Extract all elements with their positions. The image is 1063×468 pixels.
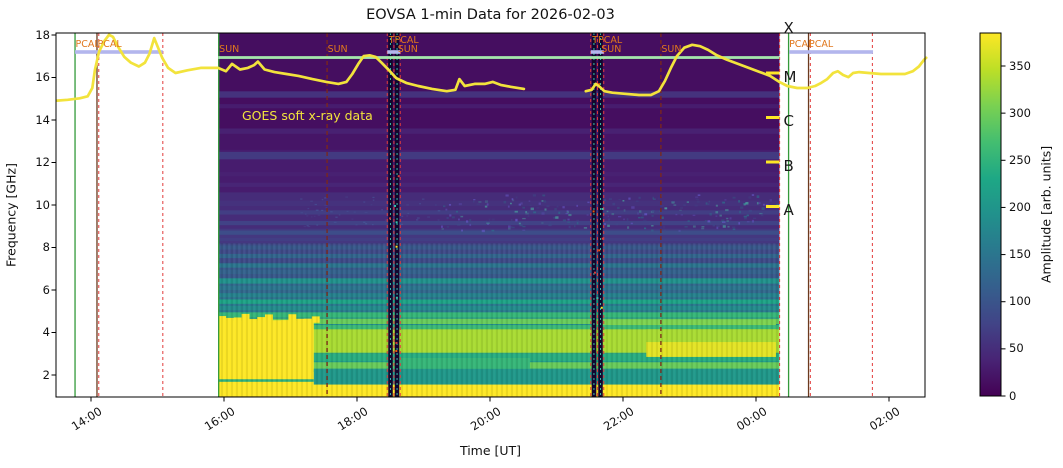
colorbar-tick-label: 250 [1009, 152, 1031, 167]
plot-title: EOVSA 1-min Data for 2026-02-03 [366, 7, 615, 23]
colorbar-tick-label: 300 [1009, 105, 1031, 120]
y-axis-label: Frequency [GHz] [3, 163, 19, 267]
cal-label-pcal: PCAL [789, 38, 814, 50]
cal-label-sun: SUN [601, 44, 622, 55]
y-tick-label: 8 [42, 240, 50, 254]
colorbar-tick-label: 100 [1009, 294, 1031, 309]
colorbar-tick-label: 200 [1009, 199, 1031, 214]
overlay-markers [75, 50, 874, 208]
y-tick-label: 10 [35, 197, 50, 212]
spectrogram-heatmap [218, 33, 780, 397]
cal-label-sun: SUN [661, 44, 682, 55]
y-tick-label: 18 [35, 27, 50, 42]
cal-label-pcal: PCAL [75, 38, 100, 50]
y-tick-label: 12 [35, 155, 50, 169]
goes-xray-curve [55, 33, 928, 102]
colorbar-tick-label: 150 [1009, 247, 1031, 262]
cal-label-sun: SUN [219, 44, 240, 55]
y-tick-label: 4 [42, 325, 50, 339]
goes-class-label-x: X [783, 19, 794, 37]
cal-label-tpcal: TPCAL [592, 34, 623, 46]
calibration-lines [74, 33, 873, 397]
cal-label-sun: SUN [397, 44, 418, 55]
cal-label-sun: SUN [327, 44, 348, 55]
x-axis-label: Time [UT] [459, 443, 522, 458]
cal-label-tpcal: TPCAL [388, 34, 419, 46]
cal-label-pcal: PCAL [809, 38, 834, 50]
goes-class-label-m: M [783, 67, 797, 86]
y-tick-label: 2 [42, 367, 50, 382]
y-tick-label: 6 [42, 282, 50, 297]
colorbar-label: Amplitude [arb. units] [1038, 145, 1054, 284]
y-tick-label: 16 [35, 70, 50, 84]
cal-label-pcal: PCAL [97, 38, 122, 50]
goes-class-label-b: B [783, 156, 794, 175]
colorbar-tick-label: 50 [1009, 341, 1024, 356]
goes-curve-annotation: GOES soft x-ray data [242, 108, 373, 123]
goes-class-label-a: A [783, 201, 794, 219]
axes-frame [51, 32, 926, 402]
y-tick-label: 14 [35, 112, 50, 127]
colorbar-tick-label: 0 [1009, 388, 1017, 403]
colorbar-tick-label: 350 [1009, 58, 1031, 73]
colorbar [979, 32, 1006, 397]
goes-class-label-c: C [783, 112, 794, 130]
